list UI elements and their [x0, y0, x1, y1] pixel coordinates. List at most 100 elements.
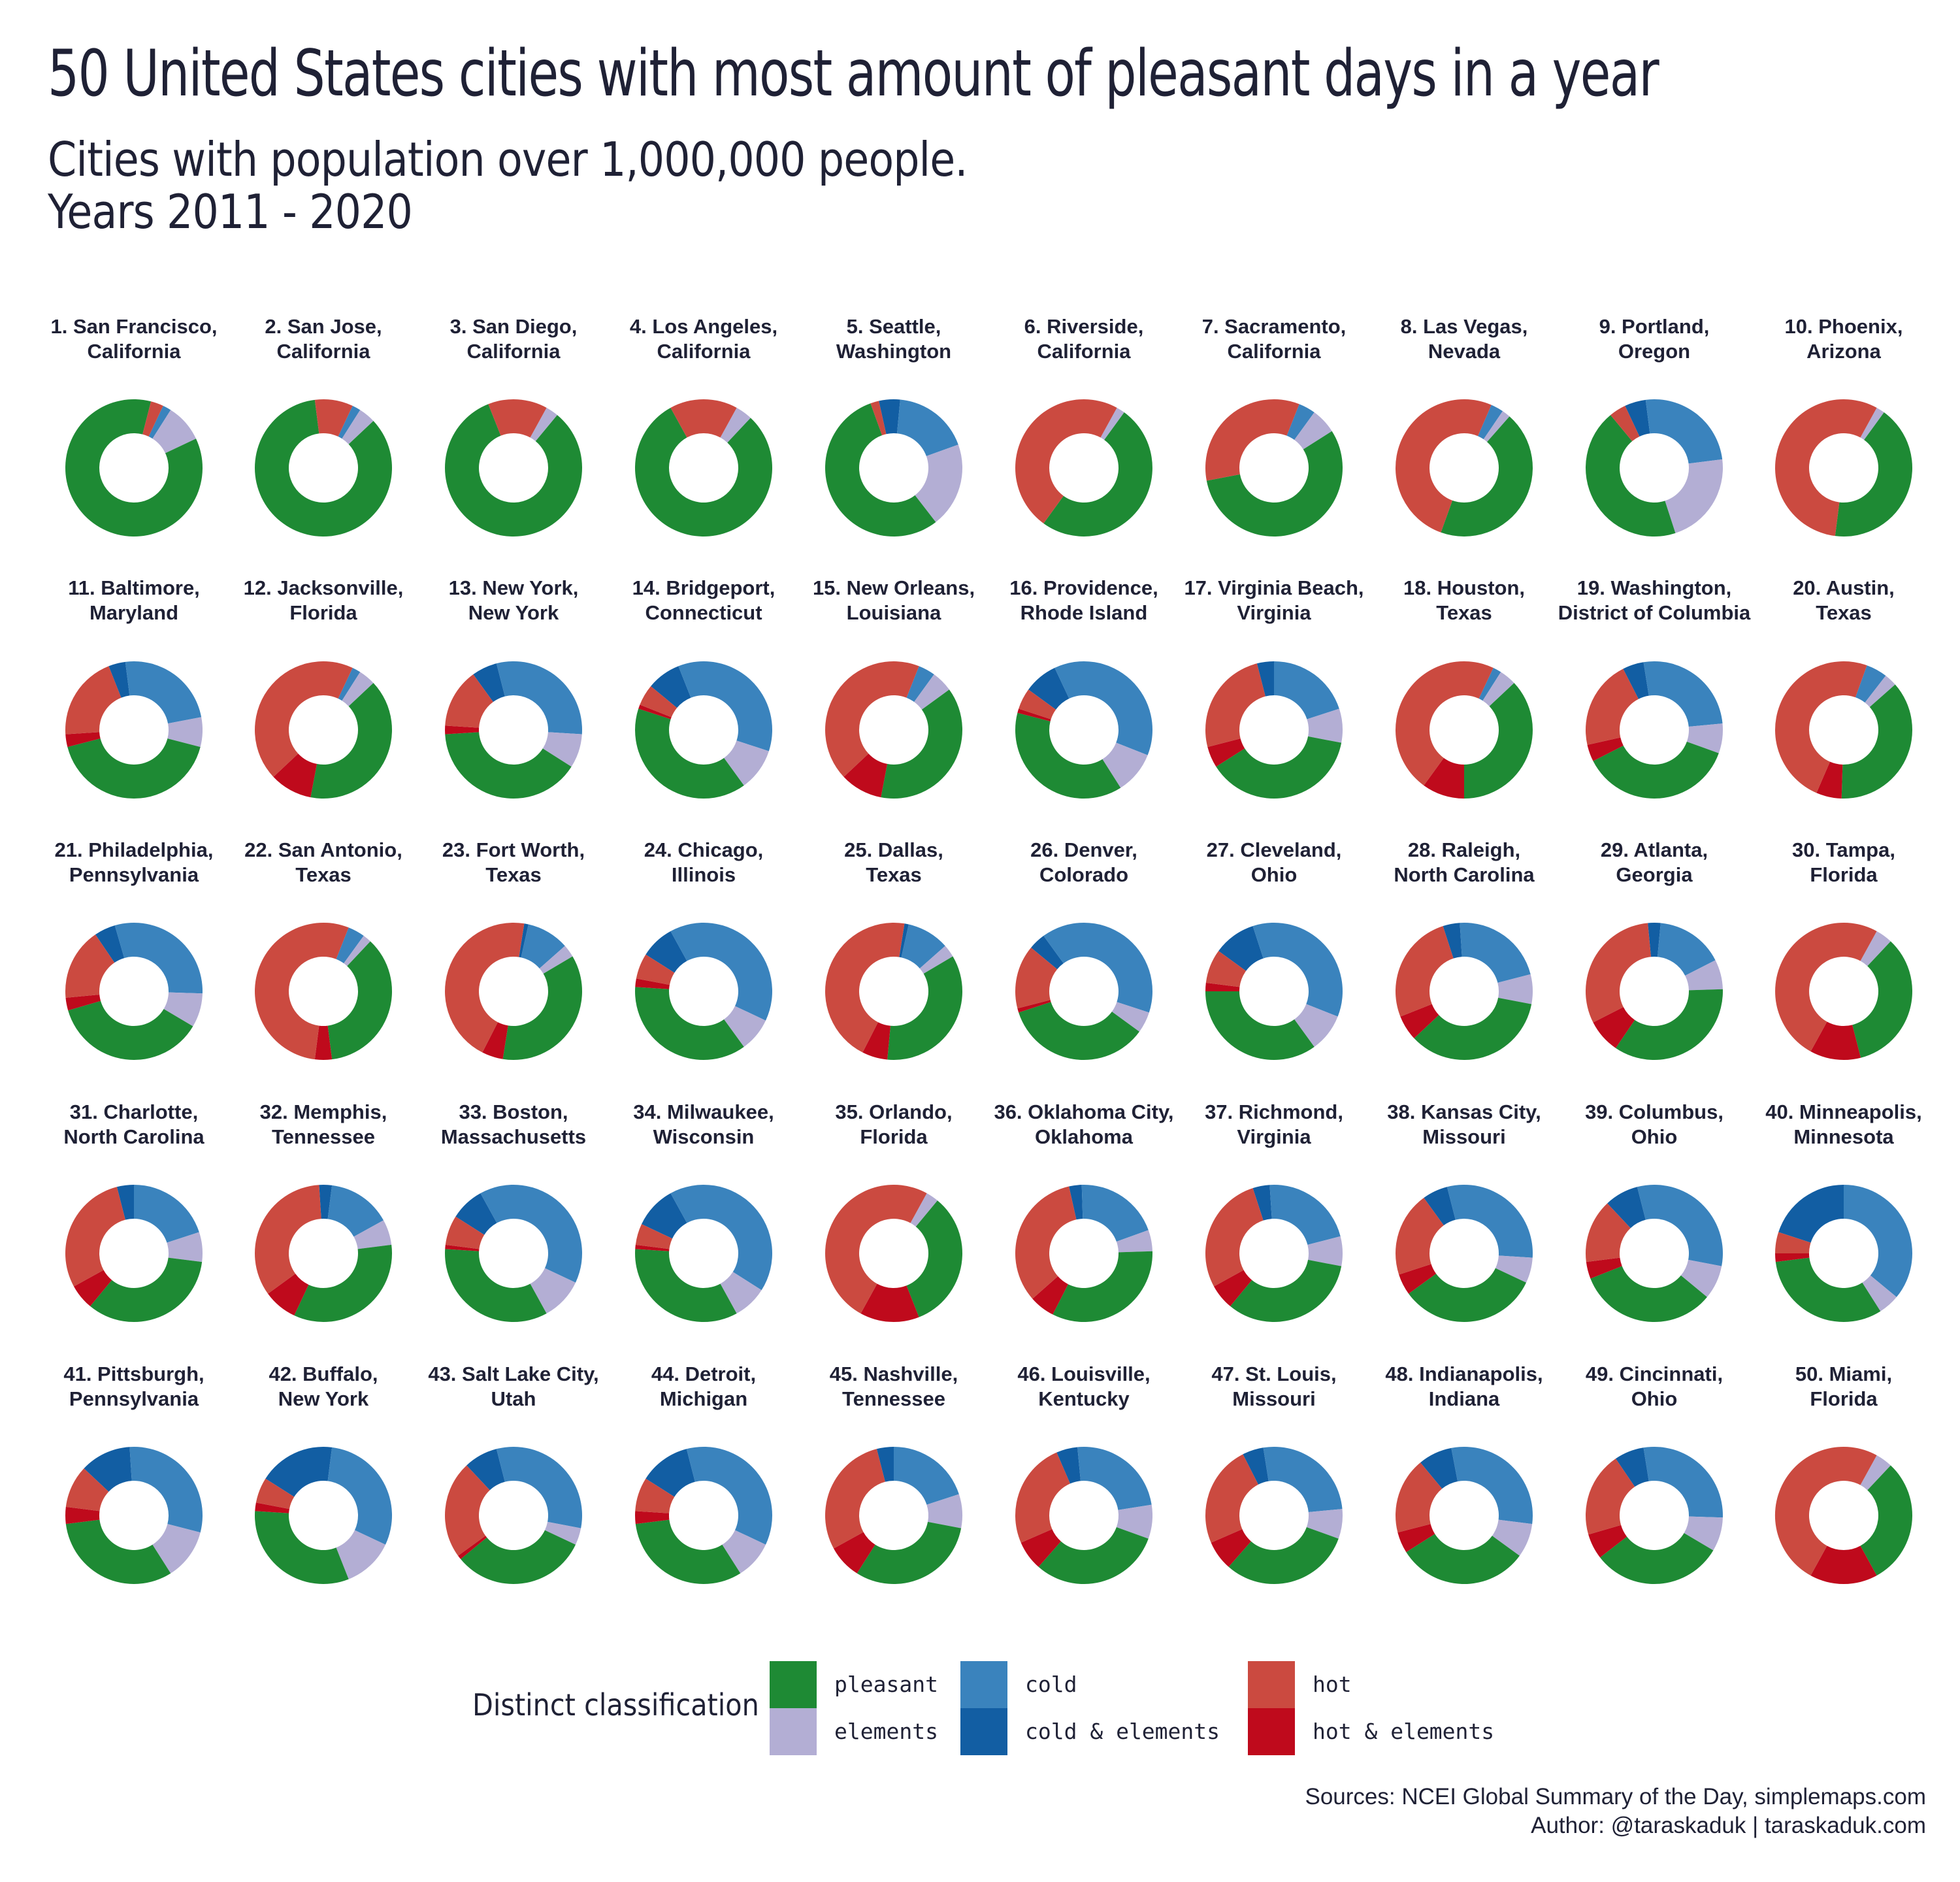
donut-slice-pleasant — [67, 738, 201, 799]
donut-slice-hot-elements — [1775, 1253, 1810, 1263]
donut-slice-pleasant — [327, 941, 392, 1060]
donut-slice-pleasant — [255, 1511, 349, 1584]
donut-slice-pleasant — [635, 708, 744, 799]
city-panel: 12. Jacksonville,Florida — [244, 576, 403, 799]
donut-slice-hot — [1775, 661, 1867, 793]
donut-slice-cold — [901, 924, 945, 968]
legend-swatch-pleasant — [770, 1661, 817, 1708]
donut-slice-pleasant — [635, 1249, 737, 1323]
donut-slice-pleasant — [1600, 1532, 1714, 1585]
city-label-line-1: 39. Columbus, — [1585, 1100, 1723, 1123]
city-panel: 25. Dallas,Texas — [825, 838, 962, 1060]
donut-slice-hot — [1205, 663, 1266, 748]
city-label-line-2: Wisconsin — [653, 1125, 755, 1148]
city-panel: 29. Atlanta,Georgia — [1586, 838, 1723, 1061]
city-label-line-2: District of Columbia — [1558, 601, 1751, 624]
donut-slice-hot — [445, 1216, 485, 1249]
city-label-line-2: Missouri — [1422, 1125, 1505, 1148]
donut-slice-elements — [1116, 1504, 1152, 1539]
donut-slice-pleasant — [65, 399, 203, 537]
donut-slice-cold — [1460, 923, 1531, 983]
legend-label-pleasant: pleasant — [834, 1672, 938, 1697]
donut-slice-hot-elements — [638, 704, 672, 719]
donut-slice-elements — [1865, 676, 1895, 707]
donut-slice-pleasant — [1019, 1002, 1139, 1061]
city-label-line-2: Rhode Island — [1021, 601, 1148, 624]
donut-slice-pleasant — [1835, 412, 1913, 537]
source-note: Sources: NCEI Global Summary of the Day,… — [1305, 1784, 1926, 1809]
donut-slice-pleasant — [444, 404, 583, 537]
donut-slice-cold-elements — [1031, 936, 1064, 970]
donut-slice-elements — [530, 407, 557, 442]
donut-slice-elements — [544, 1521, 581, 1545]
donut-slice-pleasant — [1409, 1268, 1527, 1322]
donut-slice-pleasant — [1015, 712, 1121, 799]
donut-slice-hot-elements — [65, 1506, 100, 1525]
donut-slice-hot — [1015, 1452, 1070, 1543]
city-label-line-2: Arizona — [1806, 340, 1881, 363]
donut-slice-cold-elements — [519, 923, 529, 958]
donut-slice-cold-elements — [84, 1447, 132, 1492]
donut-slice-cold — [678, 661, 773, 751]
donut-slice-hot — [1015, 399, 1117, 523]
donut-slice-cold — [896, 399, 958, 457]
chart-subtitle-line-2: Years 2011 - 2020 — [48, 184, 413, 239]
city-label-line-2: Florida — [289, 601, 357, 624]
city-label-line-2: Florida — [1810, 863, 1878, 886]
city-label-line-1: 31. Charlotte, — [70, 1100, 198, 1123]
city-label-line-1: 16. Providence, — [1009, 576, 1158, 599]
donut-slice-hot-elements — [1397, 1524, 1435, 1553]
city-label-line-2: Texas — [1816, 601, 1872, 624]
donut-slice-hot-elements — [445, 1244, 480, 1251]
donut-slice-hot-elements — [1207, 738, 1245, 767]
donut-slice-hot-elements — [1205, 982, 1240, 991]
donut-slice-hot — [445, 674, 493, 728]
legend-swatch-hot — [1248, 1661, 1295, 1708]
city-label-line-1: 9. Portland, — [1599, 315, 1710, 338]
city-label-line-2: Florida — [860, 1125, 928, 1148]
city-label-line-1: 10. Phoenix, — [1785, 315, 1903, 338]
donut-slice-cold — [1478, 404, 1503, 440]
city-label-line-1: 15. New Orleans, — [813, 576, 975, 599]
city-label-line-1: 34. Milwaukee, — [633, 1100, 774, 1123]
donut-slice-cold — [670, 923, 772, 1021]
donut-slice-cold-elements — [1069, 1185, 1083, 1220]
donut-slice-elements — [542, 732, 582, 767]
donut-slice-pleasant — [906, 1200, 963, 1317]
city-label-line-2: Georgia — [1616, 863, 1693, 886]
donut-slice-elements — [1294, 412, 1332, 450]
donut-slice-hot — [65, 666, 122, 735]
city-label-line-1: 37. Richmond, — [1205, 1100, 1343, 1123]
donut-slice-pleasant — [1206, 431, 1343, 537]
donut-slice-hot — [1015, 1186, 1077, 1299]
city-panel: 27. Cleveland,Ohio — [1205, 838, 1343, 1061]
donut-slice-hot-elements — [1587, 737, 1624, 761]
donut-slice-hot-elements — [1017, 1000, 1051, 1013]
city-panel: 18. Houston,Texas — [1395, 576, 1533, 799]
donut-slice-cold — [1478, 667, 1501, 701]
city-label-line-1: 33. Boston, — [459, 1100, 568, 1123]
city-panel: 41. Pittsburgh,Pennsylvania — [63, 1362, 204, 1584]
city-label-line-1: 42. Buffalo, — [269, 1362, 378, 1385]
donut-slice-pleasant — [881, 689, 962, 799]
donut-slice-cold-elements — [651, 666, 691, 708]
donut-slice-cold-elements — [1056, 1447, 1081, 1484]
donut-slice-elements — [1684, 1516, 1723, 1551]
donut-slice-cold — [1643, 661, 1723, 727]
donut-slice-hot-elements — [1400, 1004, 1439, 1038]
city-label-line-2: Virginia — [1237, 1125, 1311, 1148]
donut-slice-hot — [1586, 1203, 1631, 1263]
city-label-line-1: 7. Sacramento, — [1202, 315, 1347, 338]
city-label-line-1: 44. Detroit, — [651, 1362, 756, 1385]
donut-slice-hot-elements — [1032, 1276, 1068, 1315]
city-label-line-2: California — [1228, 340, 1322, 363]
donut-slice-cold — [327, 1447, 393, 1545]
donut-slice-cold-elements — [319, 1185, 333, 1219]
donut-slice-hot-elements — [73, 1270, 112, 1306]
city-panel: 3. San Diego,California — [444, 315, 583, 537]
donut-slice-elements — [1685, 960, 1723, 991]
city-label-line-2: Colorado — [1039, 863, 1128, 886]
donut-slice-elements — [1102, 742, 1148, 788]
city-label-line-2: California — [88, 340, 182, 363]
city-label-line-1: 28. Raleigh, — [1408, 838, 1520, 861]
